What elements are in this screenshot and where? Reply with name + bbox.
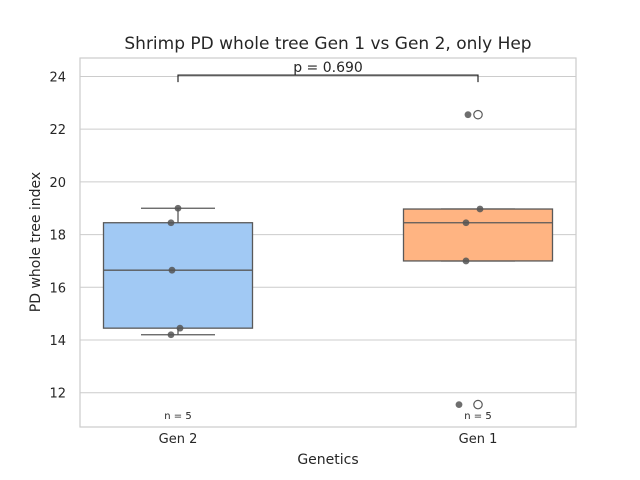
y-tick-label: 18 xyxy=(49,229,66,244)
n-label: n = 5 xyxy=(464,411,491,422)
data-point xyxy=(176,324,184,332)
y-tick-label: 22 xyxy=(49,123,66,138)
chart-title: Shrimp PD whole tree Gen 1 vs Gen 2, onl… xyxy=(124,34,531,54)
y-tick-label: 20 xyxy=(49,176,66,191)
x-axis-label: Genetics xyxy=(297,452,358,468)
data-point xyxy=(464,111,472,119)
y-tick-label: 24 xyxy=(49,70,66,85)
p-value-label: p = 0.690 xyxy=(293,60,363,76)
y-tick-label: 14 xyxy=(49,334,66,349)
x-tick-label: Gen 2 xyxy=(159,432,198,447)
data-points xyxy=(167,111,484,408)
plot-frame xyxy=(79,57,577,428)
box-gen-2 xyxy=(102,222,254,329)
data-point xyxy=(167,331,175,339)
y-tick-labels: 12 14 16 18 20 22 24 xyxy=(49,70,66,401)
significance-bracket xyxy=(177,74,479,83)
x-tick-labels: Gen 2 Gen 1 xyxy=(159,432,498,447)
y-tick-label: 16 xyxy=(49,281,66,296)
y-axis-label: PD whole tree index xyxy=(28,172,44,312)
significance-annotation: p = 0.690 xyxy=(177,60,479,83)
box-gen-1 xyxy=(402,208,554,262)
data-point xyxy=(167,219,175,227)
data-point xyxy=(174,204,182,212)
data-point xyxy=(462,219,470,227)
boxes xyxy=(102,109,554,410)
data-point xyxy=(168,266,176,274)
data-point xyxy=(476,205,484,213)
outlier-marker xyxy=(473,109,483,120)
data-point xyxy=(462,257,470,265)
y-tick-label: 12 xyxy=(49,387,66,402)
outlier-marker xyxy=(473,399,483,410)
x-tick-label: Gen 1 xyxy=(459,432,498,447)
n-label: n = 5 xyxy=(164,411,191,422)
data-point xyxy=(455,401,463,408)
n-labels: n = 5 n = 5 xyxy=(164,411,491,422)
